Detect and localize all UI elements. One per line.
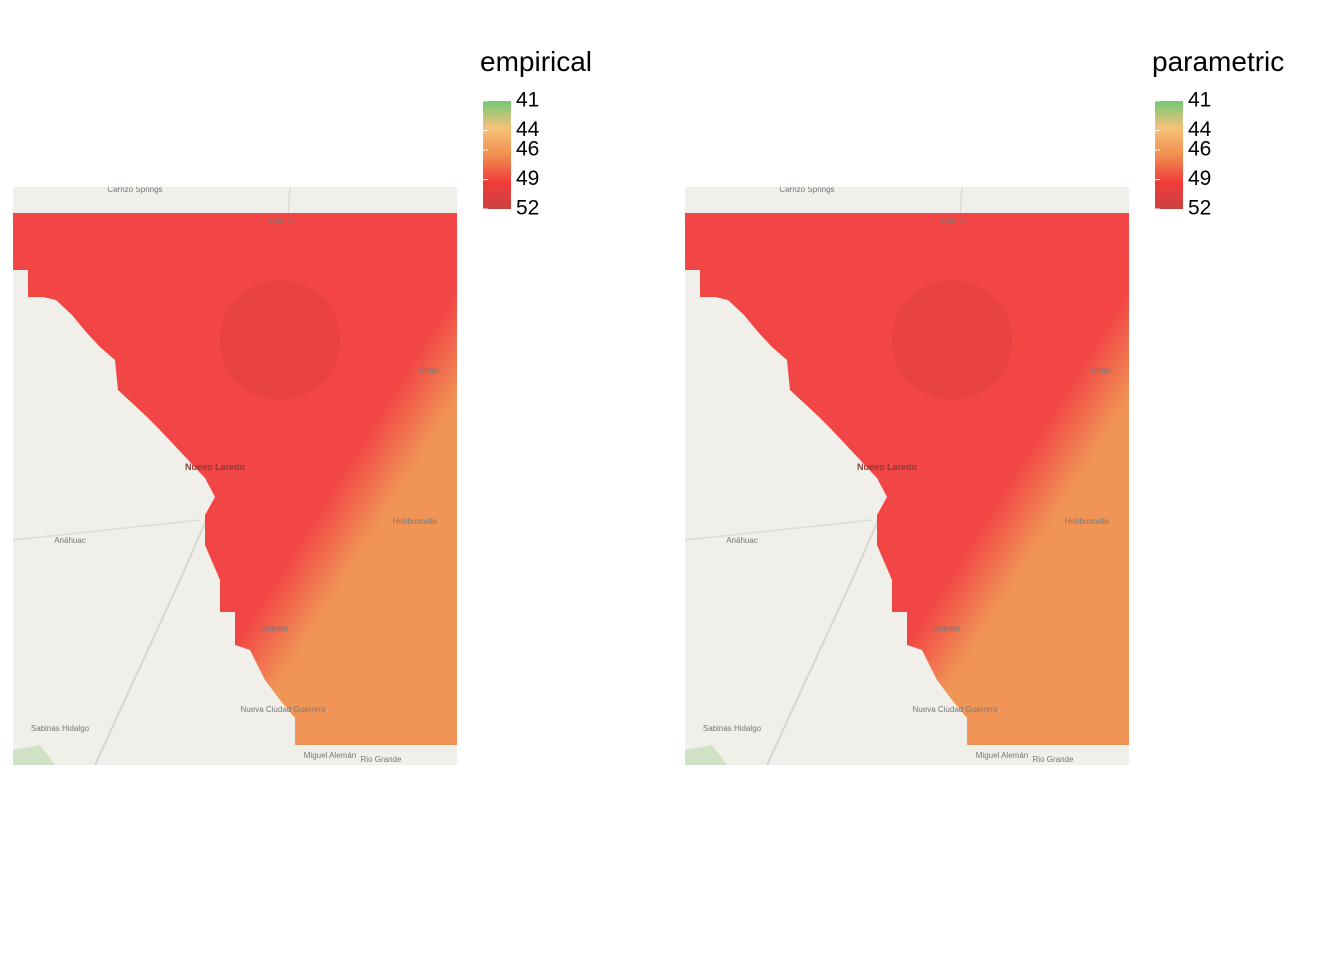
place-label: Nueva Ciudad Guerrero — [913, 705, 998, 714]
vegetation — [685, 745, 727, 765]
legend-tick-label: 52 — [1188, 197, 1211, 220]
legend-title: parametric — [1152, 46, 1284, 77]
place-label: Hebbronville — [393, 517, 438, 526]
place-label: Nuevo Laredo — [185, 462, 246, 472]
legend-colorbar — [1155, 101, 1183, 209]
legend-tick-label: 49 — [516, 167, 539, 190]
place-label: Anáhuac — [726, 536, 758, 545]
legend-tick-label: 44 — [516, 118, 540, 141]
road — [766, 499, 888, 765]
raster-dark-core — [892, 280, 1012, 400]
legend-tick-label: 44 — [1188, 118, 1212, 141]
legend-colorbar — [483, 101, 511, 209]
raster-overlay — [685, 213, 1129, 745]
place-label: Miguel Alemán — [976, 751, 1028, 760]
legend-tick-label: 52 — [516, 197, 539, 220]
raster-dark-core — [220, 280, 340, 400]
map-panel: Carrizo Springs Cotulla Freer Nuevo Laredo A… — [13, 185, 457, 765]
legend-tick-label: 49 — [1188, 167, 1211, 190]
map-panel: Carrizo Springs Cotulla Freer Nuevo Laredo A… — [685, 185, 1129, 765]
place-label: Sabinas Hidalgo — [703, 724, 762, 733]
legend-tick-label: 41 — [1188, 89, 1211, 112]
place-label: Nueva Ciudad Guerrero — [241, 705, 326, 714]
legend-title: empirical — [480, 46, 592, 77]
vegetation — [13, 745, 55, 765]
basemap: Carrizo Springs Cotulla Freer Nuevo Laredo A… — [685, 185, 1129, 765]
legend-tick-label: 41 — [516, 89, 539, 112]
place-label: Hebbronville — [1065, 517, 1110, 526]
place-label: Nuevo Laredo — [857, 462, 918, 472]
legend-tick-label: 46 — [1188, 138, 1211, 161]
legend-tick-label: 46 — [516, 138, 539, 161]
place-label: Anáhuac — [54, 536, 86, 545]
place-label: Rio Grande — [1033, 755, 1074, 764]
place-label: Carrizo Springs — [107, 185, 162, 194]
place-label: Carrizo Springs — [779, 185, 834, 194]
place-label: Miguel Alemán — [304, 751, 356, 760]
road — [94, 499, 216, 765]
raster-overlay — [13, 213, 457, 745]
place-label: Zapata — [263, 624, 288, 633]
place-label: Cotulla — [942, 217, 967, 226]
place-label: Zapata — [935, 624, 960, 633]
place-label: Rio Grande — [361, 755, 402, 764]
place-label: Freer — [419, 366, 438, 375]
place-label: Sabinas Hidalgo — [31, 724, 90, 733]
basemap: Carrizo Springs Cotulla Freer Nuevo Laredo A… — [13, 185, 457, 765]
place-label: Freer — [1091, 366, 1110, 375]
place-label: Cotulla — [270, 217, 295, 226]
